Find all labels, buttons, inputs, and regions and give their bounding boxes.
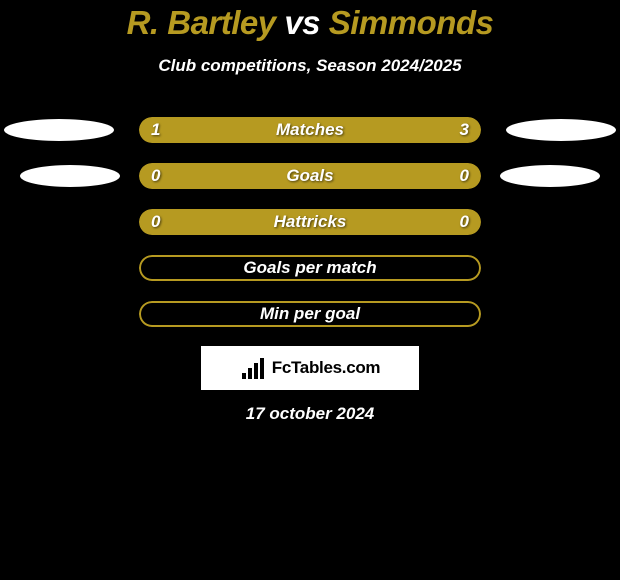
- stat-value-left: 0: [151, 209, 160, 235]
- stat-label: Goals: [286, 166, 333, 186]
- bar-fill-right: [310, 163, 481, 189]
- stat-row-matches: 1 3 Matches: [0, 116, 620, 144]
- stat-label: Goals per match: [243, 258, 376, 278]
- comparison-card: R. Bartley vs Simmonds Club competitions…: [0, 0, 620, 424]
- stat-bar: 1 3 Matches: [139, 117, 481, 143]
- watermark-text: FcTables.com: [272, 358, 381, 378]
- bar-fill-left: [139, 163, 310, 189]
- bar-chart-icon: [240, 357, 266, 379]
- stat-value-left: 1: [151, 117, 160, 143]
- watermark: FcTables.com: [201, 346, 419, 390]
- team-badge-right: [506, 119, 616, 141]
- stat-bar: 0 0 Goals: [139, 163, 481, 189]
- stat-row-goals_per_match: Goals per match: [0, 254, 620, 282]
- stat-label: Matches: [276, 120, 344, 140]
- stats-area: 1 3 Matches 0 0 Goals 0 0 Hattricks Goals per mat…: [0, 116, 620, 328]
- player2-name: Simmonds: [329, 4, 494, 41]
- stat-value-right: 0: [460, 209, 469, 235]
- stat-value-left: 0: [151, 163, 160, 189]
- stat-row-goals: 0 0 Goals: [0, 162, 620, 190]
- stat-label: Min per goal: [260, 304, 360, 324]
- stat-value-right: 0: [460, 163, 469, 189]
- stat-row-min_per_goal: Min per goal: [0, 300, 620, 328]
- page-title: R. Bartley vs Simmonds: [0, 4, 620, 42]
- stat-bar: Goals per match: [139, 255, 481, 281]
- vs-text: vs: [284, 4, 320, 41]
- stat-value-right: 3: [460, 117, 469, 143]
- team-badge-left: [20, 165, 120, 187]
- team-badge-right: [500, 165, 600, 187]
- bar-fill-right: [225, 117, 482, 143]
- player1-name: R. Bartley: [127, 4, 276, 41]
- stat-label: Hattricks: [274, 212, 347, 232]
- stat-bar: Min per goal: [139, 301, 481, 327]
- stat-bar: 0 0 Hattricks: [139, 209, 481, 235]
- date-text: 17 october 2024: [0, 404, 620, 424]
- team-badge-left: [4, 119, 114, 141]
- stat-row-hattricks: 0 0 Hattricks: [0, 208, 620, 236]
- subtitle: Club competitions, Season 2024/2025: [0, 56, 620, 76]
